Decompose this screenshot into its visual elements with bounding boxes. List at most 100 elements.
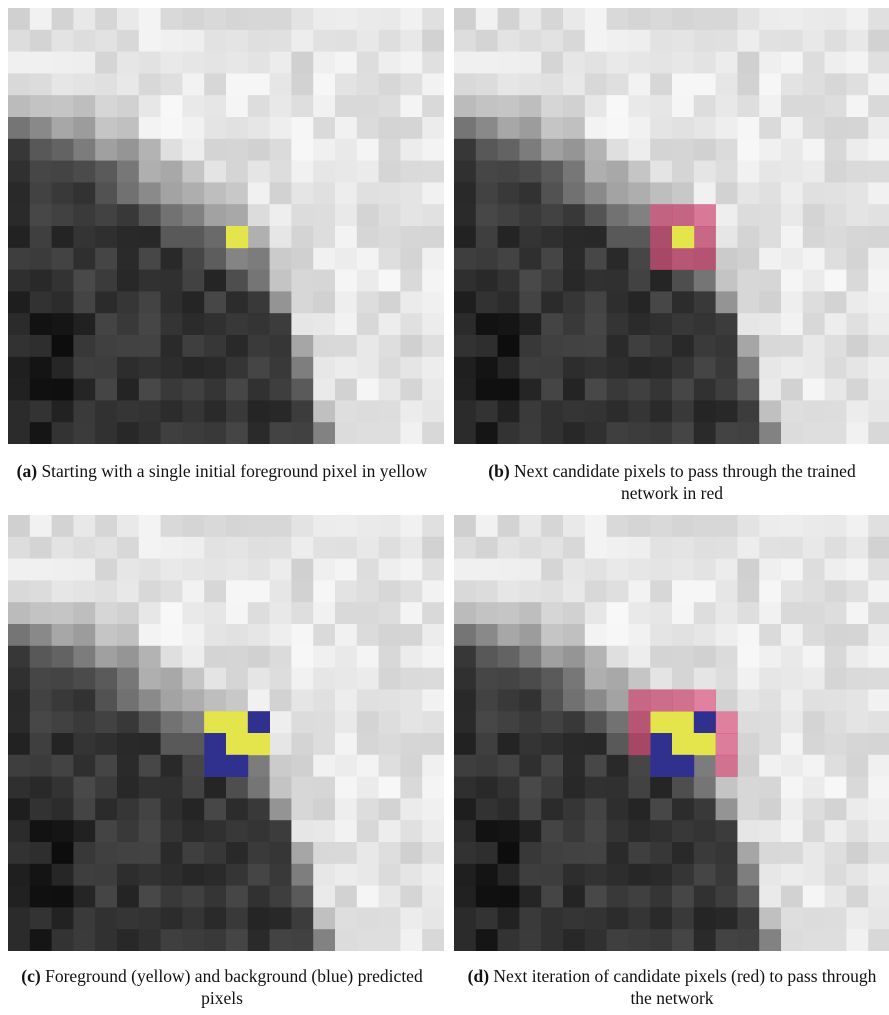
pixel: [226, 400, 248, 422]
pixel: [476, 624, 498, 646]
pixel: [628, 886, 650, 908]
pixel: [781, 559, 803, 581]
pixel: [650, 646, 672, 668]
pixel: [737, 624, 759, 646]
pixel: [607, 515, 629, 537]
pixel: [161, 422, 183, 444]
pixel: [803, 842, 825, 864]
pixel: [139, 400, 161, 422]
pixel: [781, 182, 803, 204]
pixel: [161, 755, 183, 777]
highlight-pixel: [672, 733, 694, 755]
pixel: [650, 624, 672, 646]
pixel: [825, 515, 847, 537]
pixel: [117, 182, 139, 204]
pixel: [650, 52, 672, 74]
pixel: [519, 73, 541, 95]
pixel: [498, 400, 520, 422]
pixel: [672, 820, 694, 842]
pixel: [8, 798, 30, 820]
pixel: [139, 248, 161, 270]
pixel: [607, 733, 629, 755]
pixel: [335, 400, 357, 422]
pixel: [781, 798, 803, 820]
pixel: [825, 204, 847, 226]
pixel: [30, 886, 52, 908]
pixel: [737, 733, 759, 755]
pixel: [868, 777, 889, 799]
pixel: [30, 52, 52, 74]
pixel: [335, 907, 357, 929]
pixel: [868, 689, 889, 711]
pixel: [650, 161, 672, 183]
pixel: [803, 30, 825, 52]
pixel: [563, 711, 585, 733]
pixel: [737, 798, 759, 820]
pixel: [30, 226, 52, 248]
highlight-pixel: [672, 226, 694, 248]
pixel: [95, 226, 117, 248]
pixel: [672, 379, 694, 401]
pixel: [226, 248, 248, 270]
pixel: [379, 313, 401, 335]
pixel: [357, 515, 379, 537]
pixel: [52, 689, 74, 711]
pixel: [519, 379, 541, 401]
pixel: [270, 842, 292, 864]
pixel: [139, 73, 161, 95]
pixel: [117, 755, 139, 777]
pixel: [454, 624, 476, 646]
pixel: [759, 711, 781, 733]
pixel: [737, 689, 759, 711]
pixel: [803, 820, 825, 842]
pixel: [825, 357, 847, 379]
pixel: [357, 248, 379, 270]
pixel: [161, 248, 183, 270]
pixel: [825, 226, 847, 248]
pixel: [117, 777, 139, 799]
pixel: [117, 907, 139, 929]
pixel: [454, 733, 476, 755]
pixel: [30, 30, 52, 52]
pixel: [585, 357, 607, 379]
pixel: [248, 624, 270, 646]
pixel: [226, 313, 248, 335]
pixel: [868, 117, 889, 139]
pixel: [182, 117, 204, 139]
pixel: [379, 537, 401, 559]
pixel: [291, 313, 313, 335]
pixel: [248, 270, 270, 292]
pixel: [781, 537, 803, 559]
pixel: [672, 73, 694, 95]
pixel: [270, 907, 292, 929]
pixel: [357, 777, 379, 799]
pixel: [498, 646, 520, 668]
pixel: [52, 711, 74, 733]
pixel: [781, 602, 803, 624]
pixel: [519, 668, 541, 690]
pixel: [182, 335, 204, 357]
pixel: [650, 182, 672, 204]
pixel: [270, 139, 292, 161]
pixel: [846, 335, 868, 357]
pixel: [379, 580, 401, 602]
pixel: [825, 400, 847, 422]
pixel: [313, 335, 335, 357]
pixel: [781, 842, 803, 864]
pixel: [737, 335, 759, 357]
pixel: [226, 291, 248, 313]
pixel: [781, 335, 803, 357]
pixel: [803, 270, 825, 292]
pixel: [248, 226, 270, 248]
pixel: [759, 689, 781, 711]
pixel: [650, 95, 672, 117]
pixel: [52, 139, 74, 161]
pixel: [585, 646, 607, 668]
pixel: [248, 537, 270, 559]
pixel: [270, 537, 292, 559]
pixel: [335, 668, 357, 690]
pixel: [335, 602, 357, 624]
pixel: [498, 270, 520, 292]
pixel: [825, 580, 847, 602]
pixel: [803, 379, 825, 401]
